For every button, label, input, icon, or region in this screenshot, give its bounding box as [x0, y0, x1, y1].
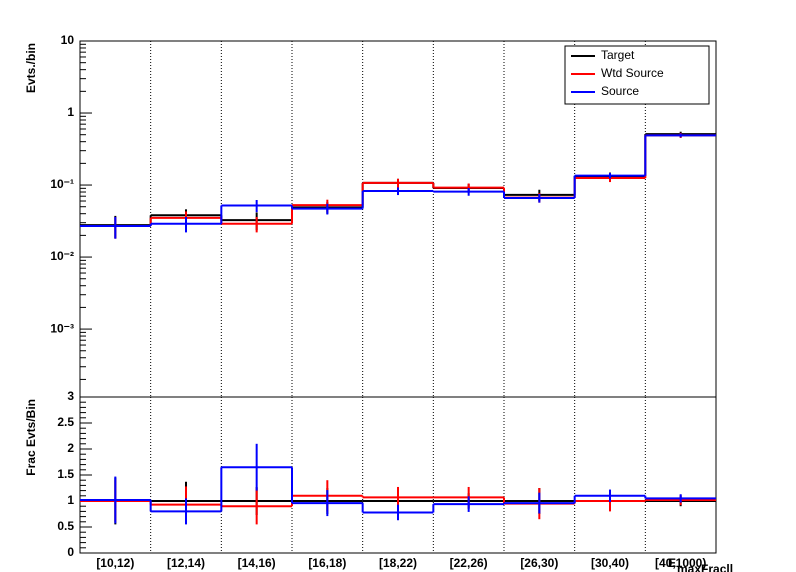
y-axis-label: Evts./bin	[24, 43, 38, 93]
legend-label: Target	[601, 48, 635, 62]
x-tick-label: [12,14)	[167, 556, 205, 570]
y-tick-label: 10⁻¹	[50, 177, 74, 191]
y-tick-label: 1.5	[57, 467, 74, 481]
x-axis-label-sub: maxFracll	[677, 562, 733, 572]
x-tick-label: [22,26)	[450, 556, 488, 570]
x-axis-label: E	[668, 556, 676, 570]
y-tick-label: 10⁻²	[50, 249, 74, 263]
legend-label: Wtd Source	[601, 66, 664, 80]
x-tick-label: [26,30)	[520, 556, 558, 570]
y-tick-label: 2.5	[57, 415, 74, 429]
y-tick-label: 10⁻³	[50, 321, 74, 335]
y-tick-label: 0.5	[57, 519, 74, 533]
x-tick-label: [14,16)	[238, 556, 276, 570]
x-tick-label: [18,22)	[379, 556, 417, 570]
y-tick-label: 3	[67, 389, 74, 403]
x-tick-label: [30,40)	[591, 556, 629, 570]
legend-label: Source	[601, 84, 639, 98]
x-tick-label: [10,12)	[96, 556, 134, 570]
y-tick-label: 1	[67, 105, 74, 119]
x-tick-label: [16,18)	[308, 556, 346, 570]
y-tick-label: 0	[67, 545, 74, 559]
y-tick-label: 2	[67, 441, 74, 455]
y-axis-label: Frac Evts/Bin	[24, 399, 38, 476]
x-tick-label: [40,1000)	[655, 556, 706, 570]
y-tick-label: 1	[67, 493, 74, 507]
y-tick-label: 10	[61, 33, 75, 47]
